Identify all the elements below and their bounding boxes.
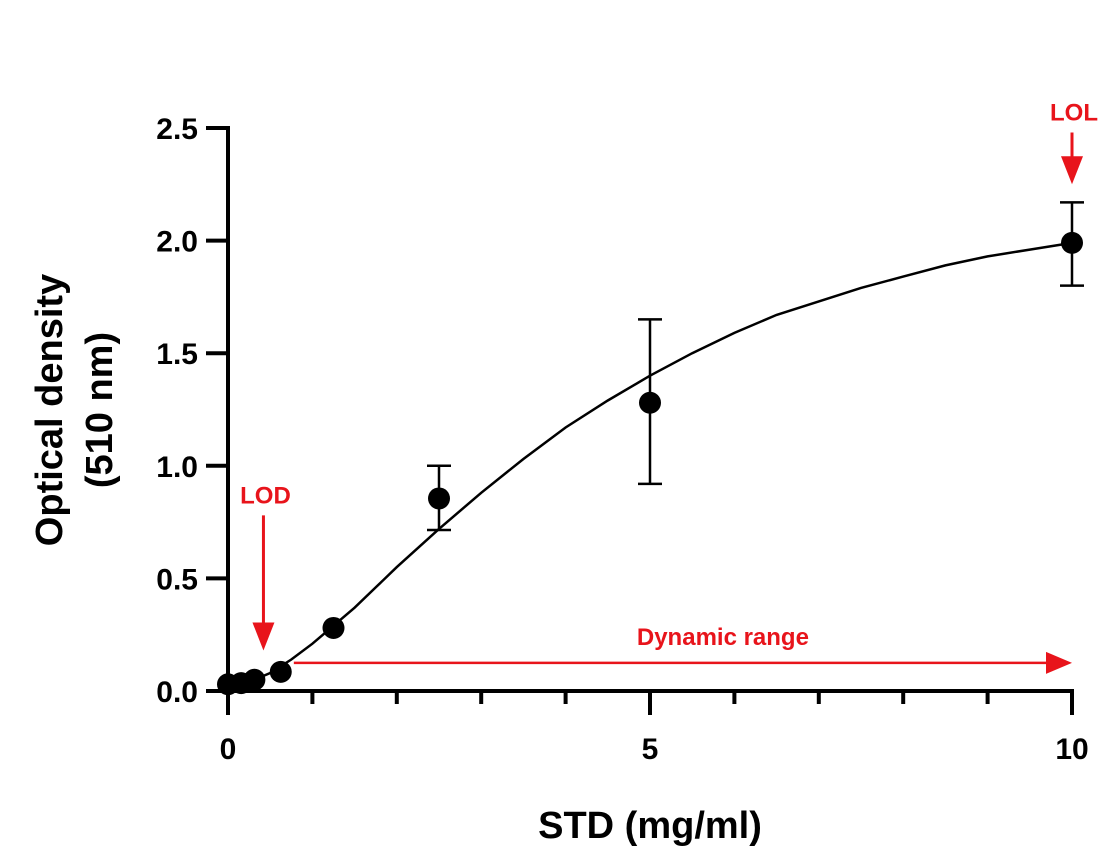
y-tick-label: 1.5 (156, 338, 198, 371)
data-point (639, 391, 661, 414)
annotation-label: Dynamic range (637, 624, 809, 651)
y-tick-label: 0.0 (156, 676, 198, 709)
data-point (428, 487, 450, 510)
data-point (269, 660, 292, 683)
x-ticks: 0 5 10 (220, 691, 1089, 766)
annotation-dynamic-range: Dynamic range (293, 624, 1072, 674)
y-axis-title: Optical density (510 nm) (29, 274, 121, 546)
annotation-label: LOL (1050, 100, 1098, 127)
annotations: LOD LOL Dynamic range (240, 100, 1098, 674)
annotation-lol: LOL (1050, 100, 1098, 185)
y-axis-title-line-1: Optical density (29, 274, 71, 546)
error-bars (427, 201, 1084, 532)
y-tick-label: 0.5 (156, 563, 198, 596)
data-point (1061, 231, 1083, 254)
data-point (322, 616, 345, 639)
fit-curve (227, 241, 1073, 688)
y-tick-label: 2.0 (156, 226, 198, 259)
annotation-arrowhead (1061, 156, 1083, 185)
axes: 0.0 0.5 1.0 1.5 2.0 2.5 0 5 10 (156, 113, 1088, 766)
data-point (243, 668, 266, 691)
y-axis-title-line-2: (510 nm) (79, 332, 121, 488)
annotation-arrowhead (252, 622, 275, 651)
x-tick-label: 10 (1055, 733, 1088, 766)
annotation-arrowhead (1046, 651, 1072, 674)
y-tick-label: 1.0 (156, 451, 198, 484)
data-points (217, 231, 1083, 696)
x-tick-label: 0 (220, 733, 237, 766)
annotation-label: LOD (240, 482, 291, 509)
y-tick-label: 2.5 (156, 113, 198, 146)
annotation-lod: LOD (240, 482, 291, 651)
x-tick-label: 5 (642, 733, 659, 766)
x-axis-title: STD (mg/ml) (538, 805, 762, 847)
fit-curve-group (227, 241, 1073, 688)
y-ticks: 0.0 0.5 1.0 1.5 2.0 2.5 (156, 113, 228, 709)
